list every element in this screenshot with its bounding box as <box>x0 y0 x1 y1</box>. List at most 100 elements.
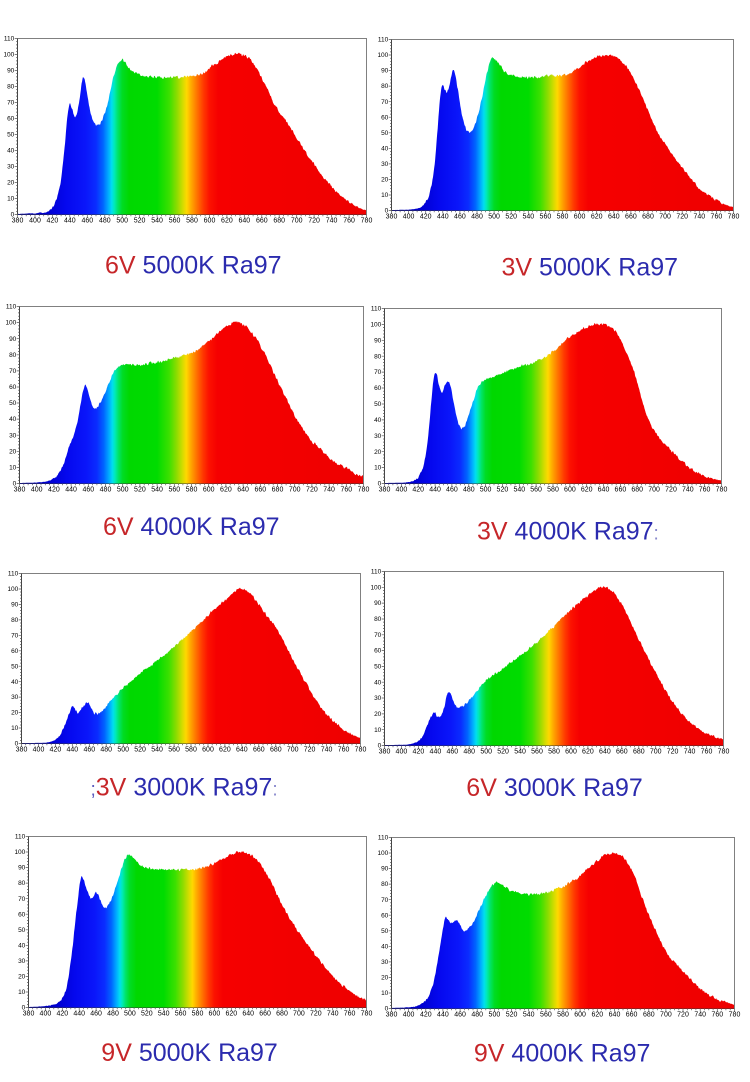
svg-text:700: 700 <box>291 217 303 224</box>
svg-text:740: 740 <box>326 217 338 224</box>
svg-text:540: 540 <box>523 1011 535 1018</box>
svg-text:80: 80 <box>374 616 382 623</box>
svg-text:60: 60 <box>381 912 389 919</box>
svg-text:30: 30 <box>374 695 382 702</box>
svg-text:620: 620 <box>591 213 603 220</box>
svg-text:520: 520 <box>505 213 517 220</box>
svg-text:780: 780 <box>729 1011 741 1018</box>
svg-text:90: 90 <box>374 337 382 344</box>
svg-text:0: 0 <box>378 481 382 488</box>
svg-text:480: 480 <box>463 748 475 755</box>
svg-text:110: 110 <box>371 569 382 576</box>
svg-text:90: 90 <box>9 336 17 343</box>
svg-text:600: 600 <box>203 486 215 493</box>
svg-text:80: 80 <box>381 83 389 90</box>
svg-text:420: 420 <box>50 746 62 753</box>
svg-text:10: 10 <box>7 196 15 203</box>
svg-text:380: 380 <box>379 748 391 755</box>
svg-text:640: 640 <box>599 748 611 755</box>
svg-text:50: 50 <box>381 928 389 935</box>
svg-text:780: 780 <box>355 746 367 753</box>
svg-text:680: 680 <box>273 217 285 224</box>
svg-text:520: 520 <box>134 486 146 493</box>
svg-text:380: 380 <box>379 486 391 493</box>
svg-text:380: 380 <box>16 746 28 753</box>
svg-text:40: 40 <box>374 679 382 686</box>
svg-text:440: 440 <box>65 486 77 493</box>
svg-text:10: 10 <box>374 465 382 472</box>
svg-text:70: 70 <box>381 99 389 106</box>
svg-text:100: 100 <box>370 322 381 329</box>
svg-text:40: 40 <box>381 145 389 152</box>
svg-text:3V 5000K Ra97: 3V 5000K Ra97 <box>502 254 679 282</box>
svg-text:660: 660 <box>254 486 266 493</box>
svg-text:380: 380 <box>386 213 398 220</box>
svg-text:580: 580 <box>192 1010 204 1017</box>
svg-text:20: 20 <box>381 177 389 184</box>
svg-text:3V 4000K Ra97:: 3V 4000K Ra97: <box>477 517 659 545</box>
svg-text:480: 480 <box>471 1011 483 1018</box>
svg-text:640: 640 <box>237 486 249 493</box>
svg-text:110: 110 <box>4 36 15 43</box>
svg-text:30: 30 <box>11 694 19 701</box>
svg-text:540: 540 <box>514 748 526 755</box>
svg-text:500: 500 <box>480 486 492 493</box>
svg-text:90: 90 <box>7 68 15 75</box>
svg-text:600: 600 <box>204 217 216 224</box>
svg-text:90: 90 <box>374 600 382 607</box>
svg-text:480: 480 <box>100 746 112 753</box>
svg-text:780: 780 <box>718 748 730 755</box>
svg-text:460: 460 <box>446 748 458 755</box>
svg-text:440: 440 <box>64 217 76 224</box>
svg-text:400: 400 <box>403 1011 415 1018</box>
svg-text:680: 680 <box>270 746 282 753</box>
svg-text:560: 560 <box>540 213 552 220</box>
svg-text:0: 0 <box>385 208 389 215</box>
svg-text:640: 640 <box>598 486 610 493</box>
svg-text:30: 30 <box>9 432 17 439</box>
svg-text:620: 620 <box>581 486 593 493</box>
svg-text:100: 100 <box>3 52 14 59</box>
svg-text:20: 20 <box>374 711 382 718</box>
svg-text:30: 30 <box>381 959 389 966</box>
svg-text:600: 600 <box>564 486 576 493</box>
svg-text:500: 500 <box>488 213 500 220</box>
svg-text:760: 760 <box>340 486 352 493</box>
svg-text:40: 40 <box>11 679 19 686</box>
svg-text:440: 440 <box>430 748 442 755</box>
svg-text:480: 480 <box>99 217 111 224</box>
svg-text:680: 680 <box>633 748 645 755</box>
svg-text:10: 10 <box>9 465 17 472</box>
svg-text:560: 560 <box>169 217 181 224</box>
svg-text:100: 100 <box>14 849 25 856</box>
svg-text:520: 520 <box>497 748 509 755</box>
svg-text:700: 700 <box>659 213 671 220</box>
svg-text:100: 100 <box>370 584 381 591</box>
svg-text:440: 440 <box>429 486 441 493</box>
svg-text:660: 660 <box>616 748 628 755</box>
svg-text:80: 80 <box>11 617 19 624</box>
svg-text:600: 600 <box>574 1011 586 1018</box>
svg-text:80: 80 <box>9 352 17 359</box>
svg-text:660: 660 <box>615 486 627 493</box>
svg-text:40: 40 <box>374 417 382 424</box>
svg-text:620: 620 <box>219 746 231 753</box>
svg-text:420: 420 <box>48 486 60 493</box>
svg-text:6V 5000K Ra97: 6V 5000K Ra97 <box>105 252 282 280</box>
svg-text:20: 20 <box>9 448 17 455</box>
svg-text:680: 680 <box>642 213 654 220</box>
svg-text:620: 620 <box>591 1011 603 1018</box>
svg-text:400: 400 <box>403 213 415 220</box>
svg-text:9V 5000K Ra97: 9V 5000K Ra97 <box>101 1039 278 1067</box>
svg-text:480: 480 <box>107 1010 119 1017</box>
svg-text:400: 400 <box>31 486 43 493</box>
svg-text:70: 70 <box>11 632 19 639</box>
svg-text:10: 10 <box>11 725 19 732</box>
svg-text:40: 40 <box>7 148 15 155</box>
svg-text:760: 760 <box>701 748 713 755</box>
svg-text:640: 640 <box>236 746 248 753</box>
svg-text:20: 20 <box>7 180 15 187</box>
svg-text:540: 540 <box>151 217 163 224</box>
svg-text:30: 30 <box>374 433 382 440</box>
svg-text:20: 20 <box>11 710 19 717</box>
